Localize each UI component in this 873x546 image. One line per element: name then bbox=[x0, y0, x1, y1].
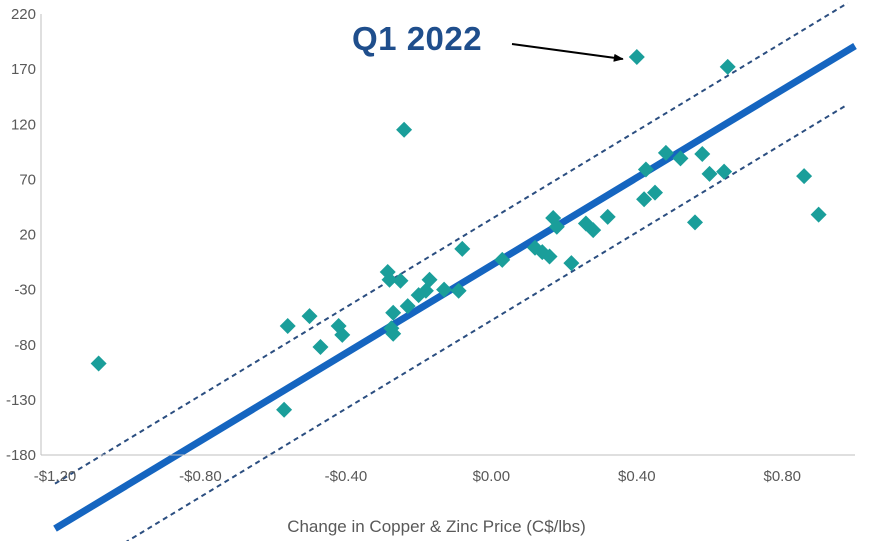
data-point bbox=[450, 282, 467, 299]
data-point bbox=[385, 304, 402, 321]
data-point bbox=[810, 206, 827, 223]
y-tick-label: -80 bbox=[14, 337, 36, 354]
x-tick-label: -$1.20 bbox=[34, 468, 77, 485]
y-tick-label: 220 bbox=[11, 6, 36, 23]
data-point bbox=[716, 163, 733, 180]
y-tick-label: -30 bbox=[14, 282, 36, 299]
data-point bbox=[534, 244, 551, 261]
data-point bbox=[672, 150, 689, 167]
data-point bbox=[694, 146, 711, 163]
q1-2022-callout: Q1 2022 bbox=[352, 20, 483, 57]
y-tick-label: -130 bbox=[6, 392, 36, 409]
data-point bbox=[548, 218, 565, 235]
data-point bbox=[276, 401, 293, 418]
data-point bbox=[647, 184, 663, 201]
x-tick-label: $0.00 bbox=[473, 468, 511, 485]
data-point bbox=[585, 222, 602, 239]
data-point bbox=[421, 271, 438, 288]
data-point bbox=[396, 121, 413, 138]
data-point bbox=[436, 281, 453, 298]
x-tick-label: -$0.80 bbox=[179, 468, 222, 485]
upper-confidence-band bbox=[54, 2, 849, 485]
data-point bbox=[381, 271, 398, 288]
x-tick-label: $0.80 bbox=[763, 468, 801, 485]
data-point bbox=[719, 58, 736, 75]
data-point bbox=[312, 338, 329, 355]
data-point bbox=[301, 308, 318, 325]
data-point bbox=[334, 326, 351, 343]
lower-confidence-band bbox=[117, 103, 849, 546]
data-point bbox=[279, 318, 296, 335]
y-tick-label: 20 bbox=[19, 227, 36, 244]
x-tick-label: -$0.40 bbox=[325, 468, 368, 485]
data-point bbox=[599, 208, 616, 225]
data-point bbox=[628, 48, 645, 65]
data-point bbox=[687, 214, 703, 231]
data-point bbox=[90, 355, 107, 372]
y-tick-label: 70 bbox=[19, 171, 36, 188]
data-point bbox=[636, 191, 653, 208]
data-point bbox=[454, 240, 471, 257]
data-point bbox=[385, 325, 402, 342]
data-point bbox=[541, 248, 558, 265]
data-point bbox=[796, 168, 813, 185]
y-tick-label: 170 bbox=[11, 61, 36, 78]
x-tick-label: $0.40 bbox=[618, 468, 656, 485]
y-tick-label: -180 bbox=[6, 447, 36, 464]
data-point bbox=[494, 251, 511, 268]
data-point bbox=[701, 165, 718, 182]
data-point bbox=[563, 255, 580, 272]
y-tick-label: 120 bbox=[11, 116, 36, 133]
data-point bbox=[637, 161, 654, 178]
x-axis-title: Change in Copper & Zinc Price (C$/lbs) bbox=[287, 517, 586, 536]
data-point bbox=[399, 298, 416, 315]
callout-arrow bbox=[511, 43, 624, 62]
data-point bbox=[392, 272, 409, 289]
data-point bbox=[657, 144, 674, 161]
